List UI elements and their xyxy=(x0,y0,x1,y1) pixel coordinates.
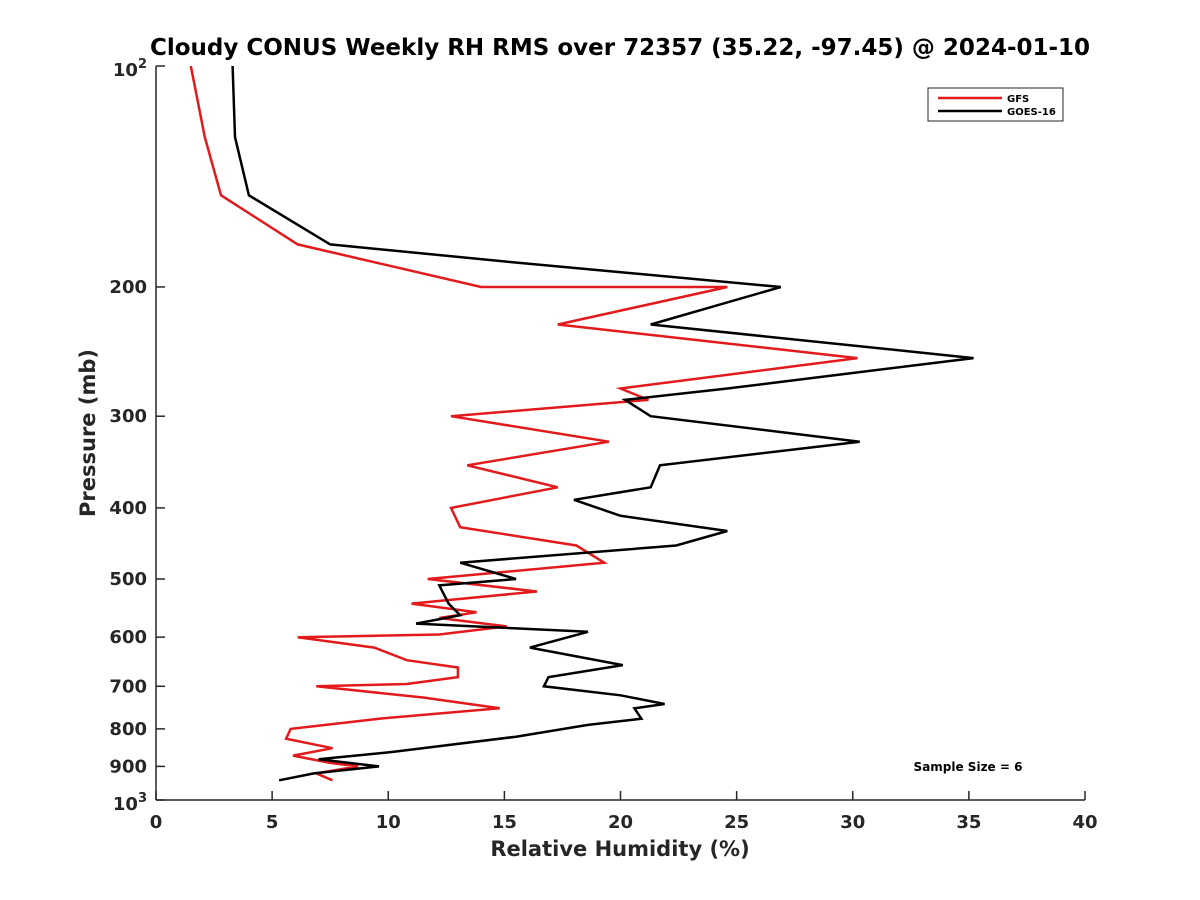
x-tick-label: 20 xyxy=(608,812,633,833)
legend-label-gfs: GFS xyxy=(1007,94,1029,105)
x-tick-label: 0 xyxy=(150,812,163,833)
y-ticks: 200 300 400 500 600 700 800 900 xyxy=(109,65,165,801)
y-tick-label: 300 xyxy=(109,406,147,427)
x-tick-label: 5 xyxy=(266,812,279,833)
series-line-gfs xyxy=(189,65,858,782)
series-line-goes-16 xyxy=(231,65,974,782)
x-tick-label: 30 xyxy=(840,812,865,833)
x-ticks: 0 5 10 15 20 25 30 35 40 xyxy=(150,791,1098,833)
y-tick-label: 400 xyxy=(109,498,147,519)
chart-title: Cloudy CONUS Weekly RH RMS over 72357 (3… xyxy=(150,35,1090,61)
x-tick-label: 35 xyxy=(956,812,981,833)
x-tick-label: 10 xyxy=(376,812,401,833)
y-bottom-label: 103 xyxy=(113,791,147,815)
plot-area: 0 5 10 15 20 25 30 35 40 200 300 400 500 600 700 800 90… xyxy=(109,65,1098,833)
y-tick-label: 700 xyxy=(109,676,147,697)
x-axis-label: Relative Humidity (%) xyxy=(490,837,749,861)
y-axis-label: Pressure (mb) xyxy=(76,349,100,517)
y-top-label-base: 10 xyxy=(113,60,138,81)
x-tick-label: 15 xyxy=(492,812,517,833)
y-bottom-label-base: 10 xyxy=(113,794,138,815)
series-lines xyxy=(189,65,974,782)
y-tick-label: 900 xyxy=(109,756,147,777)
sample-size-annotation: Sample Size = 6 xyxy=(914,760,1023,774)
x-tick-label: 40 xyxy=(1072,812,1097,833)
y-bottom-label-exp: 3 xyxy=(138,791,147,806)
y-tick-label: 200 xyxy=(109,277,147,298)
x-tick-label: 25 xyxy=(724,812,749,833)
legend-box xyxy=(927,87,1064,122)
legend-label-goes16: GOES-16 xyxy=(1007,107,1056,118)
y-tick-label: 800 xyxy=(109,719,147,740)
legend: GFS GOES-16 xyxy=(927,87,1064,122)
y-top-label: 102 xyxy=(113,57,147,81)
y-top-label-exp: 2 xyxy=(138,57,147,72)
y-tick-label: 500 xyxy=(109,569,147,590)
y-tick-label: 600 xyxy=(109,627,147,648)
